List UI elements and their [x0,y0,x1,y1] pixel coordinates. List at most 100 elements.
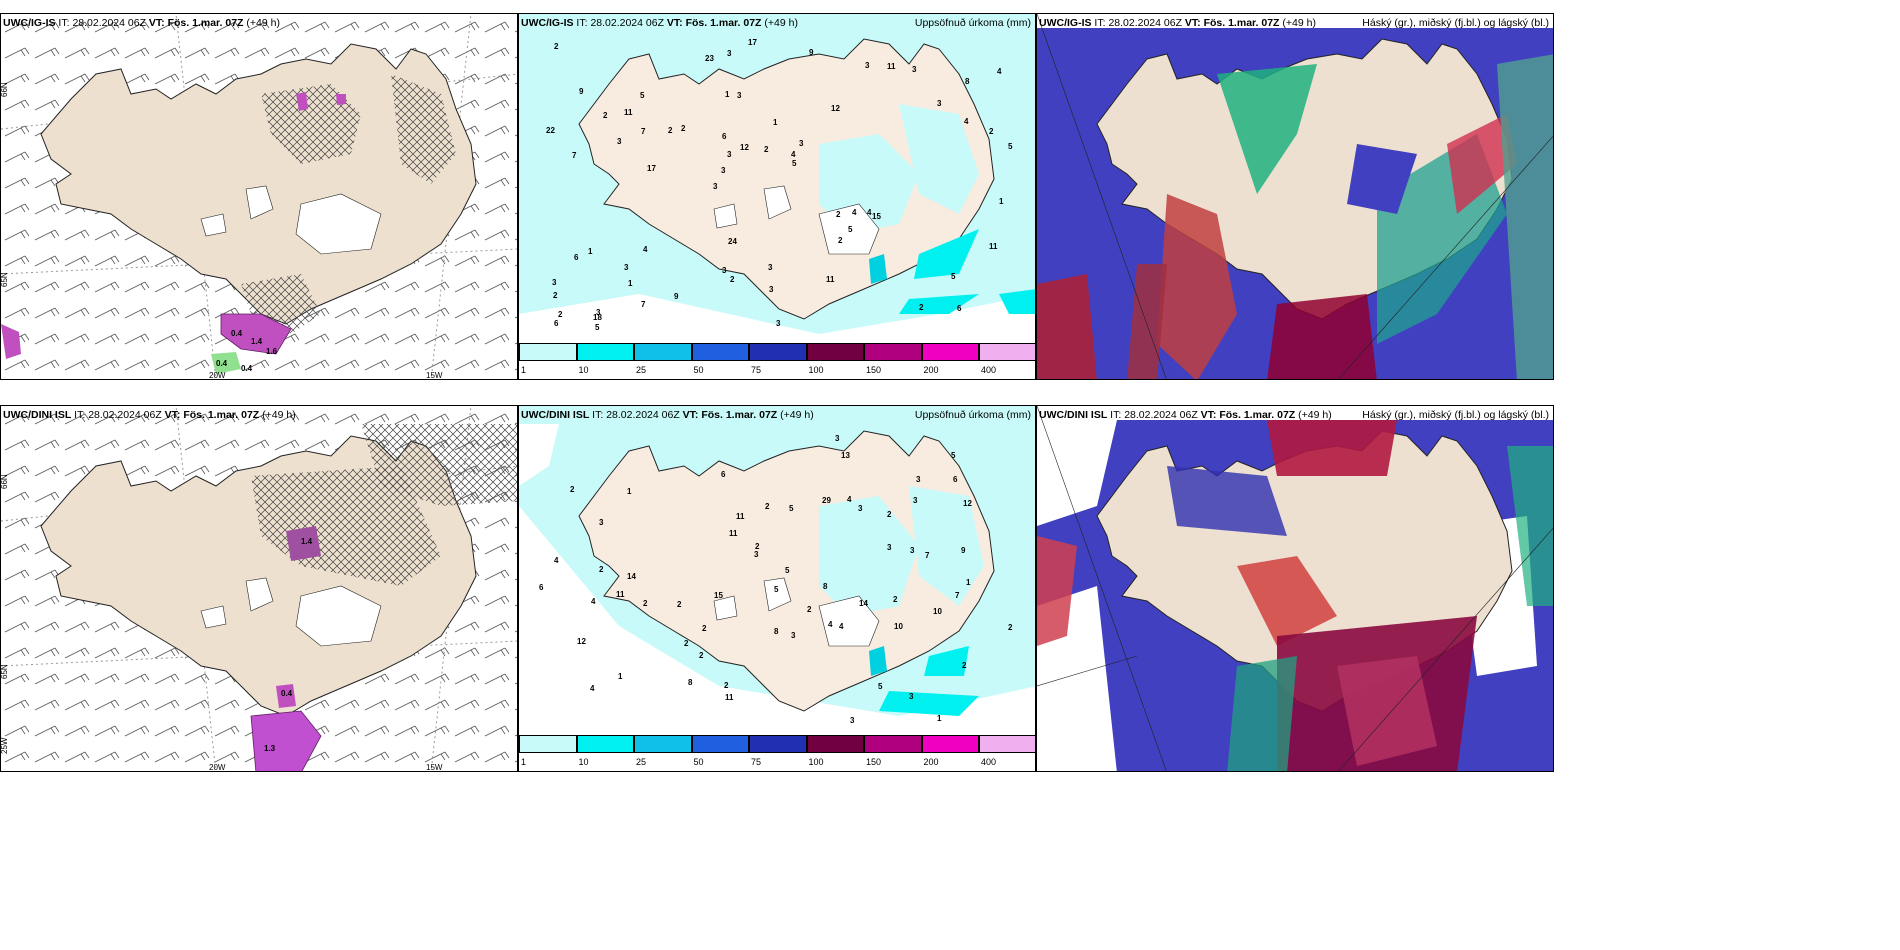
precip-value-label: 3 [850,716,855,725]
map-panel-wind-dini: UWC/DINI ISL IT: 28.02.2024 06Z VT: Fös.… [0,405,518,772]
panel-title: UWC/DINI ISL IT: 28.02.2024 06Z VT: Fös.… [3,409,296,421]
svg-text:1.6: 1.6 [266,347,278,356]
precip-value-label: 4 [590,684,595,693]
precip-value-label: 3 [909,692,914,701]
precip-value-label: 5 [878,682,883,691]
precip-value-label: 1 [628,279,633,288]
precip-value-label: 6 [539,583,544,592]
precip-value-label: 9 [674,292,679,301]
precip-value-label: 2 [724,681,729,690]
precip-value-label: 11 [826,275,835,284]
map-panel-clouds-dini: UWC/DINI ISL IT: 28.02.2024 06Z VT: Fös.… [1036,405,1554,772]
precip-value-label: 3 [599,518,604,527]
precip-value-label: 2 [1008,623,1013,632]
precip-value-label: 5 [785,566,790,575]
precip-value-label: 1 [618,672,623,681]
precip-value-label: 5 [951,272,956,281]
legend-swatch [979,735,1035,753]
precip-value-label: 15 [872,212,881,221]
legend-swatch [921,343,979,361]
precip-value-label: 4 [839,622,844,631]
precip-value-label: 3 [835,434,840,443]
precip-value-label: 5 [774,585,779,594]
precip-value-label: 1 [773,118,778,127]
precip-value-label: 10 [894,622,903,631]
precip-value-label: 18 [593,313,602,322]
legend-label: 1 [521,365,527,375]
precip-value-label: 5 [640,91,645,100]
legend-label: 400 [981,365,997,375]
iceland-landmass [40,43,477,325]
svg-text:0.4: 0.4 [241,364,253,373]
precip-value-label: 8 [823,582,828,591]
precip-value-label: 2 [962,661,967,670]
precip-value-label: 2 [730,275,735,284]
legend-label: 10 [578,365,589,375]
precip-value-label: 3 [913,496,918,505]
precip-value-label: 7 [641,300,646,309]
svg-text:15W: 15W [426,763,443,772]
precip-value-label: 3 [722,266,727,275]
map-panel-wind-igis: UWC/IG-IS IT: 28.02.2024 06Z VT: Fös. 1.… [0,13,518,380]
legend-label: 200 [923,365,939,375]
panel-field-label: Uppsöfnuð úrkoma (mm) [914,17,1031,29]
precip-legend: 1 10 25 50 75 100 150 200 400 [519,341,1035,379]
legend-label: 50 [693,757,704,767]
legend-label: 25 [636,365,647,375]
precip-value-label: 6 [957,304,962,313]
legend-label: 150 [866,365,882,375]
precip-value-label: 3 [552,278,557,287]
legend-swatch [806,343,864,361]
panel-title: UWC/IG-IS IT: 28.02.2024 06Z VT: Fös. 1.… [521,17,798,29]
precip-value-label: 5 [1008,142,1013,151]
precip-value-label: 5 [848,225,853,234]
precip-value-label: 11 [616,590,625,599]
map-panel-precip-dini: UWC/DINI ISL IT: 28.02.2024 06Z VT: Fös.… [518,405,1036,772]
wind-map: 0.4 1.4 1.6 0.4 0.4 66N 65N 20W 15W [1,14,517,380]
precip-value-label: 1 [627,487,632,496]
precip-value-label: 12 [963,499,972,508]
precip-value-label: 6 [554,319,559,328]
map-panel-precip-igis: UWC/IG-IS IT: 28.02.2024 06Z VT: Fös. 1.… [518,13,1036,380]
precip-value-label: 2 [677,600,682,609]
precip-value-label: 4 [997,67,1002,76]
precip-value-label: 4 [852,208,857,217]
legend-label: 200 [923,757,939,767]
legend-label: 10 [578,757,589,767]
precip-value-label: 3 [769,285,774,294]
legend-swatch [519,735,577,753]
precip-value-label: 3 [768,263,773,272]
legend-swatch [691,735,749,753]
svg-text:1.4: 1.4 [251,337,263,346]
precip-value-label: 8 [688,678,693,687]
cloud-map [1037,14,1553,379]
precip-value-label: 3 [887,543,892,552]
precip-value-label: 3 [858,504,863,513]
svg-text:15W: 15W [426,371,443,380]
precip-value-label: 14 [627,572,636,581]
legend-swatch [576,343,634,361]
precip-value-label: 14 [859,599,868,608]
precip-value-label: 4 [791,150,796,159]
precip-value-label: 17 [647,164,656,173]
precip-value-label: 7 [572,151,577,160]
precip-value-label: 7 [955,591,960,600]
precip-value-label: 5 [792,159,797,168]
legend-swatch [864,343,922,361]
precip-value-label: 17 [748,38,757,47]
legend-label: 1 [521,757,527,767]
precip-value-label: 3 [910,546,915,555]
svg-text:65N: 65N [1,272,9,287]
precip-value-label: 9 [961,546,966,555]
precip-value-label: 3 [912,65,917,74]
snow-area [250,710,322,771]
precip-value-label: 1 [937,714,942,723]
legend-label: 400 [981,757,997,767]
svg-text:1.3: 1.3 [264,744,276,753]
precip-value-label: 2 [699,651,704,660]
precip-value-label: 2 [553,291,558,300]
precip-value-label: 4 [554,556,559,565]
legend-swatch [979,343,1035,361]
precip-map: 6783123111221331593524333534254323272422… [519,14,1035,344]
panel-field-label: Háský (gr.), miðský (fj.bl.) og lágský (… [1362,17,1549,29]
